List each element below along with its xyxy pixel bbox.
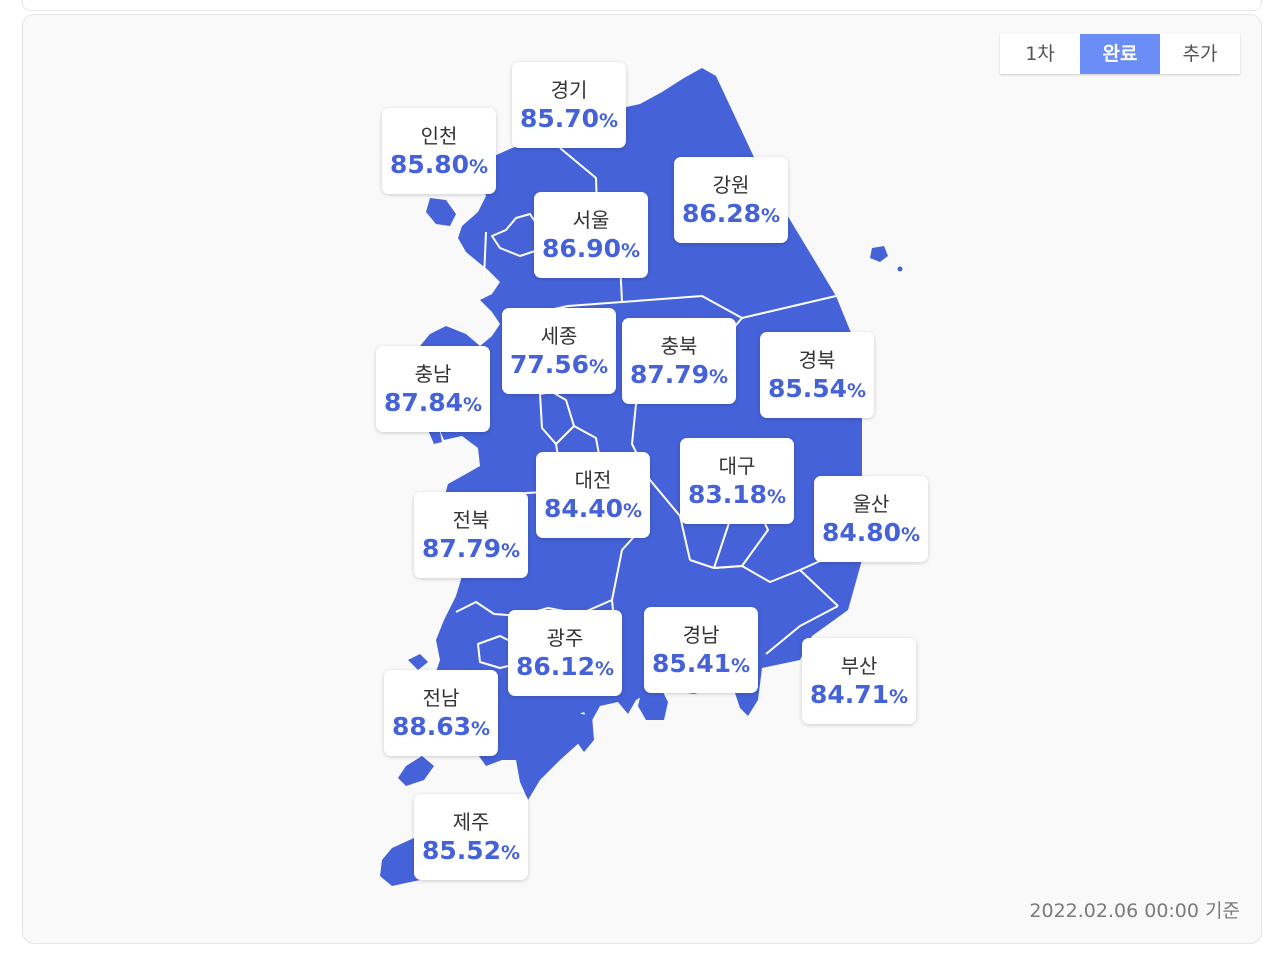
region-label-gyeonggi[interactable]: 경기 85.70% xyxy=(512,62,626,148)
ulleungdo-shape xyxy=(870,246,888,262)
tab-first[interactable]: 1차 xyxy=(1025,43,1055,65)
region-value: 86.28% xyxy=(681,199,781,228)
region-label-seoul[interactable]: 서울 86.90% xyxy=(534,192,648,278)
region-name: 경남 xyxy=(682,623,720,647)
region-label-busan[interactable]: 부산 84.71% xyxy=(802,638,916,724)
region-value: 88.63% xyxy=(391,712,491,741)
region-value: 77.56% xyxy=(509,350,609,379)
region-name: 경기 xyxy=(550,78,588,102)
region-name: 광주 xyxy=(546,626,584,650)
region-name: 제주 xyxy=(452,810,490,834)
region-name: 대구 xyxy=(718,454,756,478)
border-incheon-west xyxy=(483,231,487,279)
region-name: 전북 xyxy=(452,508,490,532)
region-label-jeju[interactable]: 제주 85.52% xyxy=(414,794,528,880)
region-name: 세종 xyxy=(540,324,578,348)
ganghwa-island-shape xyxy=(426,198,456,226)
region-label-chungnam[interactable]: 충남 87.84% xyxy=(376,346,490,432)
data-timestamp: 2022.02.06 00:00 기준 xyxy=(1029,900,1240,922)
namhae-island-shape xyxy=(572,712,594,752)
stage-tabs: 1차 완료 추가 xyxy=(1000,34,1240,74)
region-value: 84.40% xyxy=(543,494,643,523)
geoje-island-shape xyxy=(638,686,668,720)
region-label-gyeongbuk[interactable]: 경북 85.54% xyxy=(760,332,874,418)
region-label-ulsan[interactable]: 울산 84.80% xyxy=(814,476,928,562)
jindo-island-shape xyxy=(398,756,434,786)
region-label-gyeongnam[interactable]: 경남 85.41% xyxy=(644,607,758,693)
border-ulsan xyxy=(799,569,839,607)
region-value: 85.70% xyxy=(519,104,619,133)
region-name: 충북 xyxy=(660,334,698,358)
region-label-daegu[interactable]: 대구 83.18% xyxy=(680,438,794,524)
region-label-jeonbuk[interactable]: 전북 87.79% xyxy=(414,492,528,578)
region-name: 강원 xyxy=(712,173,750,197)
region-name: 부산 xyxy=(840,654,878,678)
region-value: 87.79% xyxy=(629,360,729,389)
dokdo-shape xyxy=(897,266,903,272)
region-label-gangwon[interactable]: 강원 86.28% xyxy=(674,157,788,243)
region-value: 83.18% xyxy=(687,480,787,509)
border-gangwon-south xyxy=(621,295,837,319)
region-name: 충남 xyxy=(414,362,452,386)
region-label-gwangju[interactable]: 광주 86.12% xyxy=(508,610,622,696)
region-value: 85.52% xyxy=(421,836,521,865)
border-busan xyxy=(765,605,839,655)
region-name: 울산 xyxy=(852,492,890,516)
region-value: 86.90% xyxy=(541,234,641,263)
region-label-chungbuk[interactable]: 충북 87.79% xyxy=(622,318,736,404)
region-value: 86.12% xyxy=(515,652,615,681)
top-card-edge xyxy=(22,0,1262,11)
region-value: 85.41% xyxy=(651,649,751,678)
region-value: 84.71% xyxy=(809,680,909,709)
border-gyeongbuk-gyeongnam xyxy=(689,551,841,583)
tab-complete[interactable]: 완료 xyxy=(1080,34,1160,74)
region-value: 85.54% xyxy=(767,374,867,403)
region-label-jeonnam[interactable]: 전남 88.63% xyxy=(384,670,498,756)
boryeong-island-shape xyxy=(428,430,442,444)
region-name: 대전 xyxy=(574,468,612,492)
region-label-daejeon[interactable]: 대전 84.40% xyxy=(536,452,650,538)
region-label-incheon[interactable]: 인천 85.80% xyxy=(382,108,496,194)
region-value: 87.84% xyxy=(383,388,483,417)
tab-additional[interactable]: 추가 xyxy=(1182,43,1218,65)
region-value: 84.80% xyxy=(821,518,921,547)
region-value: 85.80% xyxy=(389,150,489,179)
sinan-island-shape xyxy=(408,654,428,670)
region-name: 인천 xyxy=(420,124,458,148)
region-name: 서울 xyxy=(572,208,610,232)
region-name: 경북 xyxy=(798,348,836,372)
region-label-sejong[interactable]: 세종 77.56% xyxy=(502,308,616,394)
region-value: 87.79% xyxy=(421,534,521,563)
region-name: 전남 xyxy=(422,686,460,710)
